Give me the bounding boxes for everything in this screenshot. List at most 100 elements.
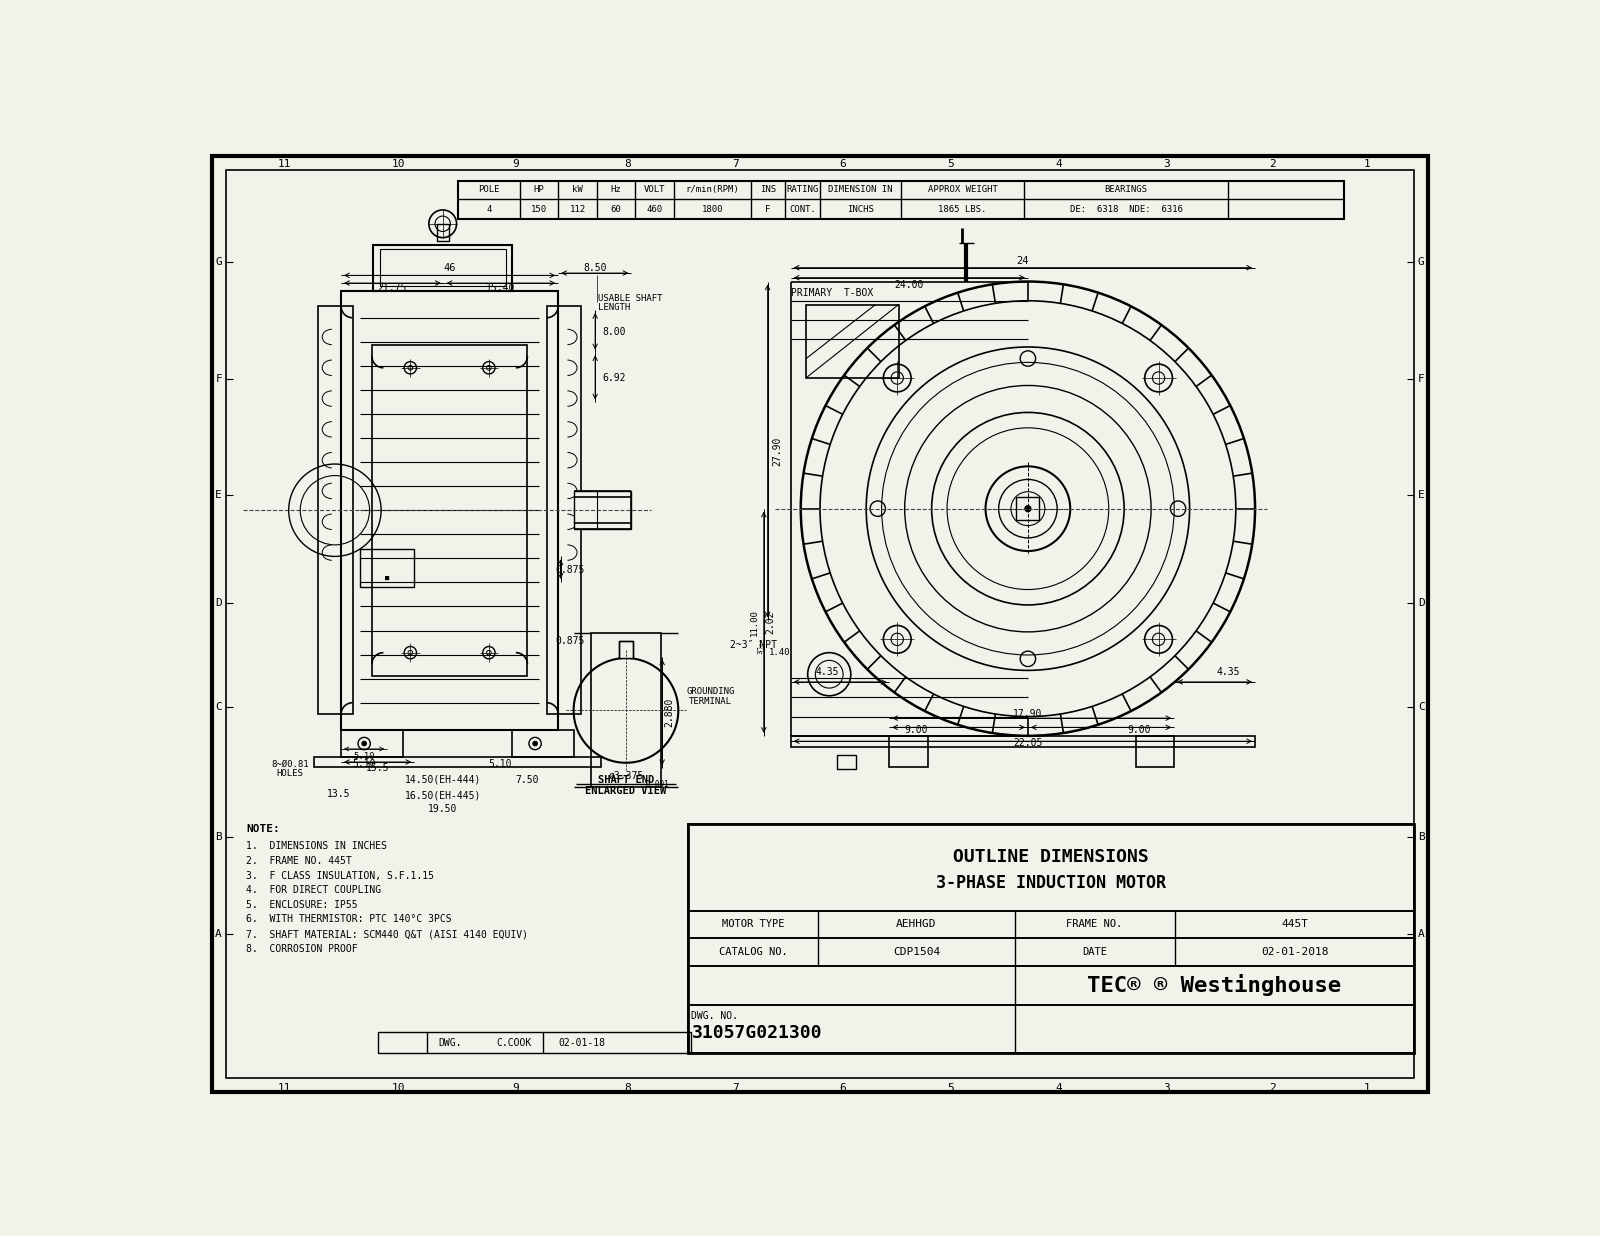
Text: 5.10: 5.10 xyxy=(488,759,512,769)
Text: 17.90: 17.90 xyxy=(1013,709,1043,719)
Text: 9.00: 9.00 xyxy=(1128,724,1152,734)
Circle shape xyxy=(533,742,538,745)
Text: 60: 60 xyxy=(611,205,621,214)
Text: INS: INS xyxy=(760,185,776,194)
Text: 2.  FRAME NO. 445T: 2. FRAME NO. 445T xyxy=(246,857,352,866)
Text: CONT.: CONT. xyxy=(789,205,816,214)
Text: 3⁄₈₆: 3⁄₈₆ xyxy=(757,637,765,654)
Text: 2.880: 2.880 xyxy=(664,698,674,728)
Bar xyxy=(341,729,403,756)
Text: D: D xyxy=(1418,598,1424,608)
Text: ø3.375: ø3.375 xyxy=(608,771,643,781)
Text: OUTLINE DIMENSIONS: OUTLINE DIMENSIONS xyxy=(954,848,1149,865)
Text: 8~Ø0.81: 8~Ø0.81 xyxy=(272,760,309,769)
Text: A: A xyxy=(216,928,222,938)
Text: B: B xyxy=(216,833,222,843)
Text: 6.  WITH THERMISTOR: PTC 140°C 3PCS: 6. WITH THERMISTOR: PTC 140°C 3PCS xyxy=(246,915,451,925)
Text: 8: 8 xyxy=(624,158,630,169)
Text: 3: 3 xyxy=(1163,1083,1170,1093)
Text: 6.92: 6.92 xyxy=(603,373,626,383)
Text: 8.  CORROSION PROOF: 8. CORROSION PROOF xyxy=(246,944,358,954)
Text: F: F xyxy=(1418,375,1424,384)
Text: ENLARGED VIEW: ENLARGED VIEW xyxy=(586,786,667,796)
Text: RATING: RATING xyxy=(787,185,819,194)
Text: 2.02: 2.02 xyxy=(766,611,776,634)
Bar xyxy=(574,491,632,529)
Text: POLE: POLE xyxy=(478,185,499,194)
Text: r/min(RPM): r/min(RPM) xyxy=(685,185,739,194)
Text: 16.50(EH-445): 16.50(EH-445) xyxy=(405,790,482,800)
Text: 9: 9 xyxy=(512,158,520,169)
Text: 02-01-2018: 02-01-2018 xyxy=(1261,947,1328,957)
Bar xyxy=(371,345,528,676)
Text: 6: 6 xyxy=(840,158,846,169)
Text: 15.5: 15.5 xyxy=(366,763,389,774)
Text: 4: 4 xyxy=(486,205,491,214)
Text: 5.  ENCLOSURE: IP55: 5. ENCLOSURE: IP55 xyxy=(246,900,358,910)
Text: 4.  FOR DIRECT COUPLING: 4. FOR DIRECT COUPLING xyxy=(246,885,381,895)
Text: 15.40: 15.40 xyxy=(486,283,515,293)
Text: APPROX WEIGHT: APPROX WEIGHT xyxy=(928,185,997,194)
Text: 8.50: 8.50 xyxy=(582,263,606,273)
Text: 5: 5 xyxy=(947,1083,954,1093)
Text: 1.40: 1.40 xyxy=(768,648,790,658)
Text: 7: 7 xyxy=(731,158,739,169)
Text: TEC® ® Westinghouse: TEC® ® Westinghouse xyxy=(1088,974,1342,996)
Text: ■: ■ xyxy=(386,575,389,581)
Text: HOLES: HOLES xyxy=(277,769,304,777)
Text: DWG. NO.: DWG. NO. xyxy=(691,1011,739,1021)
Circle shape xyxy=(362,742,366,745)
Text: LENGTH: LENGTH xyxy=(598,303,630,313)
Text: 10: 10 xyxy=(392,158,405,169)
Text: 24: 24 xyxy=(1016,256,1029,266)
Text: kW: kW xyxy=(573,185,582,194)
Bar xyxy=(688,938,1414,967)
Bar xyxy=(373,245,512,290)
Text: 5: 5 xyxy=(947,158,954,169)
Text: 14.50(EH-444): 14.50(EH-444) xyxy=(405,775,482,785)
Text: 1.  DIMENSIONS IN INCHES: 1. DIMENSIONS IN INCHES xyxy=(246,842,387,852)
Text: 2: 2 xyxy=(1269,158,1275,169)
Text: C.COOK: C.COOK xyxy=(496,1038,531,1048)
Text: INCHS: INCHS xyxy=(846,205,874,214)
Text: TERMINAL: TERMINAL xyxy=(690,697,733,706)
Text: 9.00: 9.00 xyxy=(904,724,928,734)
Text: SHAFT END: SHAFT END xyxy=(598,775,654,785)
Text: 4.35: 4.35 xyxy=(816,667,840,677)
Text: F: F xyxy=(216,375,222,384)
Text: USABLE SHAFT: USABLE SHAFT xyxy=(598,294,662,303)
Text: 11: 11 xyxy=(278,158,291,169)
Text: 3.  F CLASS INSULATION, S.F.1.15: 3. F CLASS INSULATION, S.F.1.15 xyxy=(246,870,434,880)
Text: FRAME NO.: FRAME NO. xyxy=(1067,920,1123,929)
Text: 3-PHASE INDUCTION MOTOR: 3-PHASE INDUCTION MOTOR xyxy=(936,874,1166,892)
Circle shape xyxy=(1026,506,1030,512)
Text: 8: 8 xyxy=(624,1083,630,1093)
Text: 3: 3 xyxy=(1163,158,1170,169)
Text: CDP1504: CDP1504 xyxy=(893,947,941,957)
Bar xyxy=(688,1005,1414,1053)
Bar xyxy=(547,307,581,714)
Text: 5.10: 5.10 xyxy=(352,759,376,769)
Text: 22.05: 22.05 xyxy=(1013,738,1043,748)
Bar xyxy=(619,641,634,658)
Text: 445T: 445T xyxy=(1282,920,1309,929)
Bar xyxy=(806,304,899,378)
Text: -0.001: -0.001 xyxy=(642,780,669,789)
Bar xyxy=(1136,735,1174,766)
Text: DIMENSION IN: DIMENSION IN xyxy=(829,185,893,194)
Text: 31057G021300: 31057G021300 xyxy=(691,1023,822,1042)
Text: PRIMARY  T-BOX: PRIMARY T-BOX xyxy=(790,288,874,298)
Text: G: G xyxy=(216,257,222,267)
Text: 0.875: 0.875 xyxy=(555,565,584,575)
Text: Hz: Hz xyxy=(611,185,621,194)
Text: 4.35: 4.35 xyxy=(1216,667,1240,677)
Text: NOTE:: NOTE: xyxy=(246,824,280,834)
Bar xyxy=(837,755,856,769)
Bar xyxy=(688,967,1414,1005)
Text: CATALOG NO.: CATALOG NO. xyxy=(718,947,787,957)
Text: G: G xyxy=(1418,257,1424,267)
Text: 11: 11 xyxy=(278,1083,291,1093)
Text: 460: 460 xyxy=(646,205,662,214)
Text: 0.875: 0.875 xyxy=(555,637,584,646)
Bar xyxy=(890,735,928,766)
